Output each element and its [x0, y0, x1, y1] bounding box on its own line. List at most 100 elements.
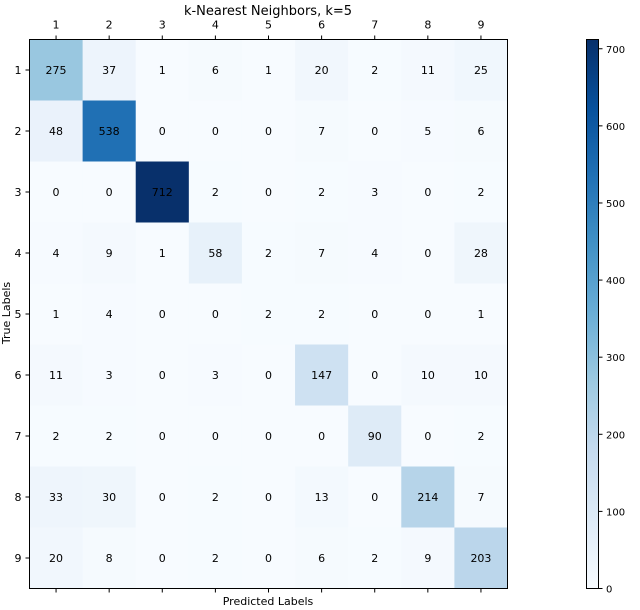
- heatmap-cell: [82, 283, 137, 345]
- heatmap-cell: [295, 405, 349, 467]
- cell-value-label: 0: [371, 125, 378, 138]
- cell-value-label: 3: [371, 186, 378, 199]
- cell-value-label: 7: [318, 247, 325, 260]
- heatmap-cell: [348, 527, 402, 589]
- colorbar-tick-label: 300: [606, 353, 625, 364]
- heatmap-cell: [135, 344, 190, 406]
- heatmap-cell: [82, 344, 137, 406]
- heatmap-cell: [241, 405, 296, 467]
- heatmap-cell: [135, 100, 190, 162]
- heatmap-cell: [188, 161, 243, 223]
- x-tick-label: 8: [424, 19, 431, 32]
- heatmap-cell: [135, 39, 190, 101]
- heatmap-cell: [295, 39, 349, 101]
- heatmap-cell: [295, 161, 349, 223]
- heatmap-cell: [454, 39, 508, 101]
- heatmap-cell: [401, 344, 455, 406]
- cell-value-label: 9: [106, 247, 113, 260]
- heatmap-cell: [295, 100, 349, 162]
- cell-value-label: 6: [477, 125, 484, 138]
- cell-value-label: 30: [102, 491, 116, 504]
- colorbar-tick-label: 600: [606, 122, 625, 133]
- heatmap-cell: [135, 466, 190, 528]
- heatmap-cell: [454, 161, 508, 223]
- cell-value-label: 0: [106, 186, 113, 199]
- cell-value-label: 203: [470, 552, 491, 565]
- cell-value-label: 0: [159, 369, 166, 382]
- cell-value-label: 48: [49, 125, 63, 138]
- cell-value-label: 0: [212, 430, 219, 443]
- cell-value-label: 90: [368, 430, 382, 443]
- chart-title: k-Nearest Neighbors, k=5: [184, 4, 352, 19]
- heatmap-cell: [135, 527, 190, 589]
- cell-value-label: 28: [474, 247, 488, 260]
- heatmap-cell: [29, 39, 84, 101]
- colorbar: [586, 39, 599, 589]
- cell-value-label: 0: [318, 430, 325, 443]
- cell-value-label: 1: [265, 64, 272, 77]
- y-tick-label: 3: [15, 186, 22, 199]
- cell-value-label: 0: [159, 125, 166, 138]
- y-tick-label: 9: [15, 552, 22, 565]
- heatmap-cell: [454, 100, 508, 162]
- cell-value-label: 214: [417, 491, 438, 504]
- heatmap-cell: [348, 161, 402, 223]
- cell-value-label: 20: [315, 64, 329, 77]
- heatmap-cell: [241, 466, 296, 528]
- heatmap-cell: [348, 405, 402, 467]
- heatmap-cell: [82, 100, 137, 162]
- cell-value-label: 0: [265, 186, 272, 199]
- heatmap-cell: [454, 222, 508, 284]
- heatmap-cell: [241, 39, 296, 101]
- cell-value-label: 2: [212, 552, 219, 565]
- heatmap-cell: [348, 100, 402, 162]
- cell-value-label: 0: [159, 430, 166, 443]
- heatmap-cell: [454, 344, 508, 406]
- cell-value-label: 0: [265, 491, 272, 504]
- colorbar-tick-label: 200: [606, 430, 625, 441]
- y-tick-label: 8: [15, 491, 22, 504]
- cell-value-label: 5: [424, 125, 431, 138]
- cell-value-label: 6: [212, 64, 219, 77]
- heatmap-cell: [348, 283, 402, 345]
- heatmap-cell: [29, 100, 84, 162]
- cell-value-label: 1: [159, 64, 166, 77]
- heatmap-cell: [454, 527, 508, 589]
- cell-value-label: 538: [99, 125, 120, 138]
- heatmap-cell: [454, 283, 508, 345]
- cell-value-label: 9: [424, 552, 431, 565]
- y-tick-label: 7: [15, 430, 22, 443]
- heatmap-cell: [348, 222, 402, 284]
- x-tick-label: 7: [371, 19, 378, 32]
- heatmap-cell: [295, 344, 349, 406]
- x-tick-label: 5: [265, 19, 272, 32]
- cell-value-label: 1: [159, 247, 166, 260]
- cell-value-label: 37: [102, 64, 116, 77]
- cell-value-label: 2: [212, 186, 219, 199]
- cell-value-label: 0: [212, 125, 219, 138]
- heatmap-cell: [82, 161, 137, 223]
- cell-value-label: 25: [474, 64, 488, 77]
- heatmap-cell: [401, 405, 455, 467]
- heatmap-cell: [188, 283, 243, 345]
- heatmap-cell: [82, 222, 137, 284]
- cell-value-label: 13: [315, 491, 329, 504]
- y-tick-label: 6: [15, 369, 22, 382]
- heatmap-cell: [188, 39, 243, 101]
- heatmap-cell: [29, 466, 84, 528]
- heatmap-cell: [188, 222, 243, 284]
- cell-value-label: 7: [318, 125, 325, 138]
- heatmap-cell: [82, 39, 137, 101]
- heatmap-cell: [401, 466, 455, 528]
- x-tick-label: 3: [159, 19, 166, 32]
- heatmap-cell: [348, 39, 402, 101]
- cell-value-label: 0: [265, 552, 272, 565]
- cell-value-label: 2: [265, 308, 272, 321]
- heatmap-cell: [348, 344, 402, 406]
- cell-value-label: 4: [53, 247, 60, 260]
- cell-value-label: 4: [371, 247, 378, 260]
- cell-value-label: 0: [371, 308, 378, 321]
- cell-value-label: 2: [477, 430, 484, 443]
- plot-frame: [29, 39, 508, 589]
- heatmap-cell: [401, 527, 455, 589]
